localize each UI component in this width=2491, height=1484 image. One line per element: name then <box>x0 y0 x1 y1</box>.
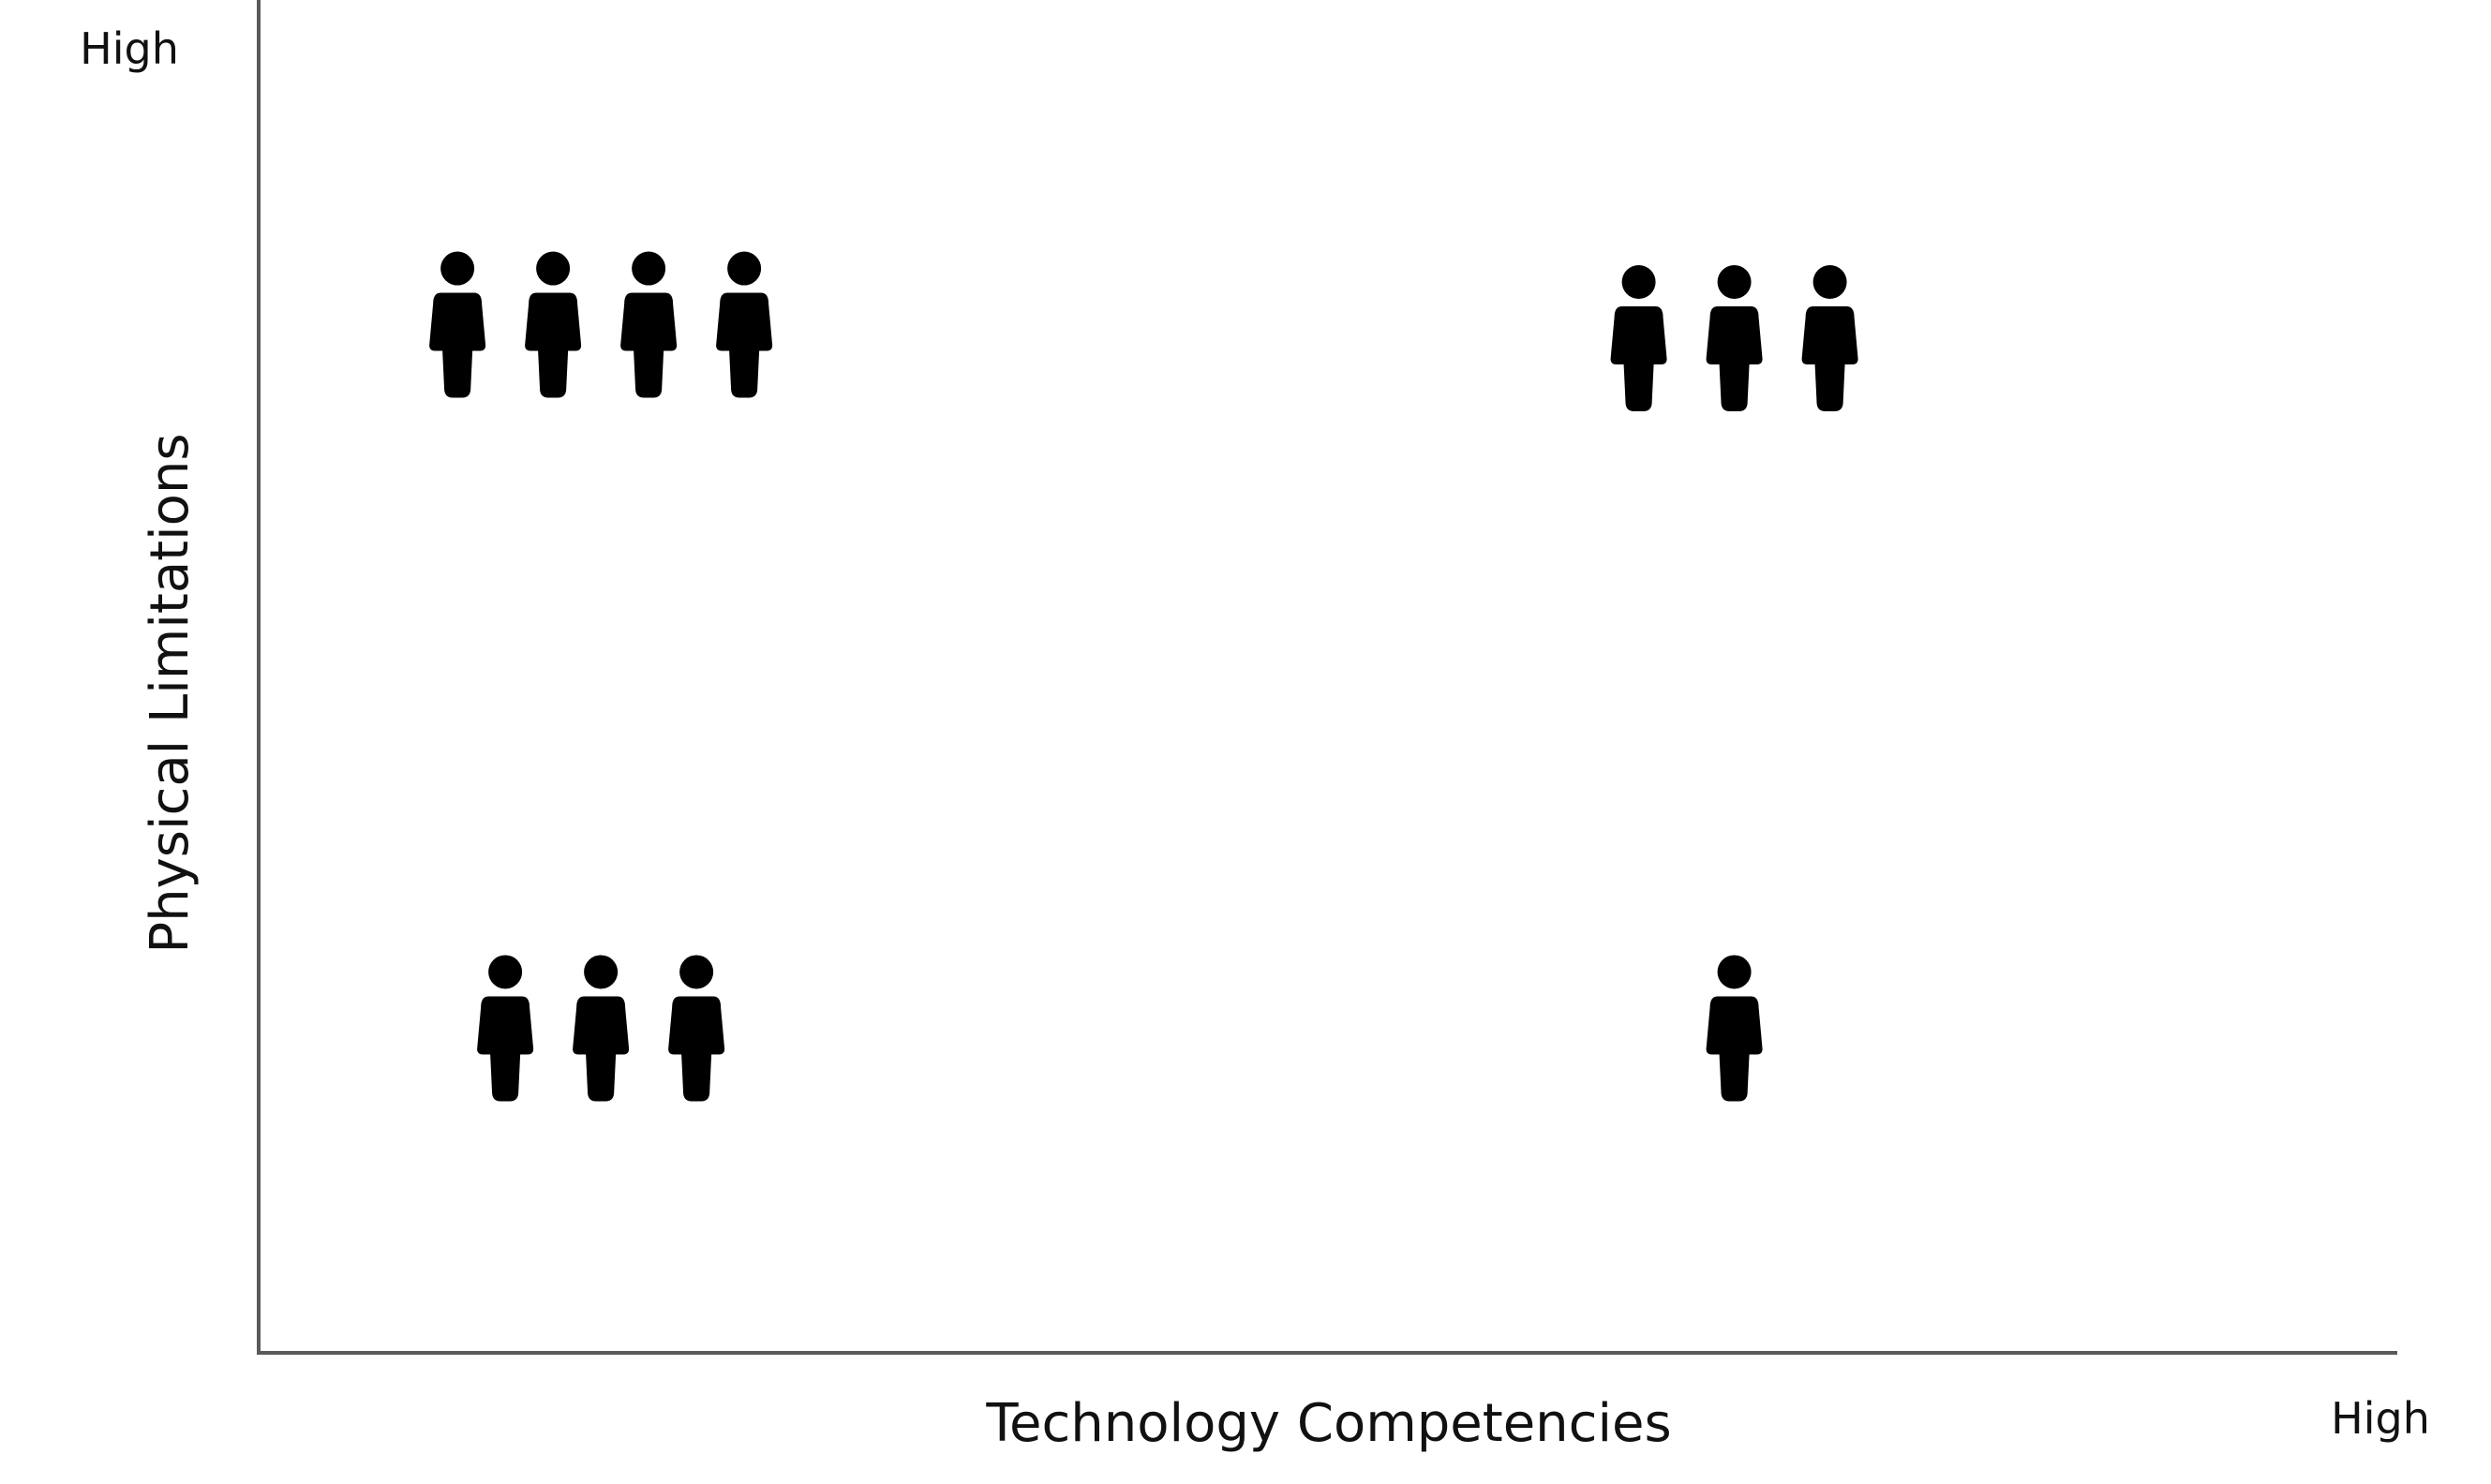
person-icon <box>477 955 534 1102</box>
person-icon <box>716 251 773 398</box>
x-axis-label: Technology Competencies <box>985 1393 1671 1454</box>
axes <box>257 0 2397 1355</box>
person-icon <box>620 251 678 398</box>
x-high-label: High <box>2331 1393 2430 1444</box>
person-icon <box>1706 955 1763 1102</box>
person-icon <box>1706 265 1763 411</box>
person-icon <box>668 955 725 1102</box>
data-marks <box>429 251 1858 1102</box>
person-icon <box>525 251 582 398</box>
person-icon <box>1801 265 1858 411</box>
y-axis-label: Physical Limitations <box>140 433 201 953</box>
y-high-label: High <box>80 23 179 74</box>
person-icon <box>429 251 486 398</box>
person-icon <box>573 955 630 1102</box>
person-icon <box>1610 265 1667 411</box>
